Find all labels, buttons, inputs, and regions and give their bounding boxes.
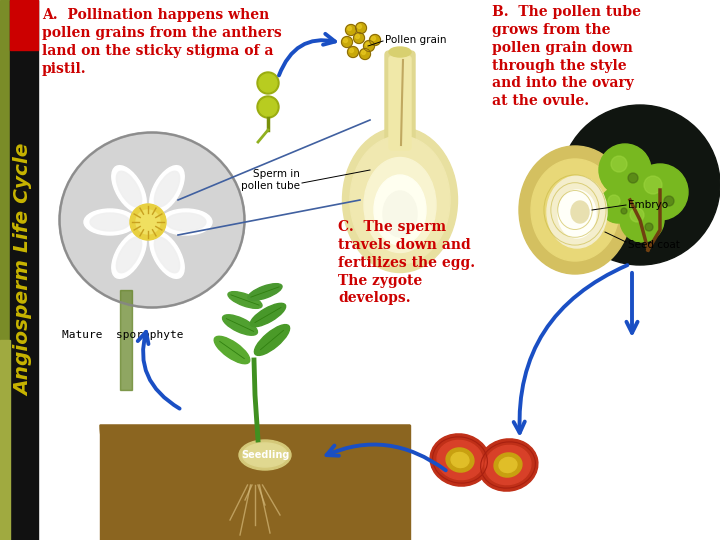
Circle shape <box>348 26 351 30</box>
Ellipse shape <box>117 237 142 273</box>
Ellipse shape <box>112 166 146 213</box>
Polygon shape <box>100 425 410 540</box>
Text: Mature  sporophyte: Mature sporophyte <box>62 330 184 340</box>
Ellipse shape <box>451 453 469 468</box>
Ellipse shape <box>531 159 619 261</box>
Text: B.  The pollen tube
grows from the
pollen grain down
through the style
and into : B. The pollen tube grows from the pollen… <box>492 5 641 108</box>
Ellipse shape <box>430 434 490 486</box>
Polygon shape <box>100 425 410 525</box>
Ellipse shape <box>150 166 184 213</box>
Circle shape <box>632 164 688 220</box>
Ellipse shape <box>166 213 206 231</box>
Circle shape <box>366 43 369 46</box>
Ellipse shape <box>243 443 287 467</box>
Circle shape <box>346 24 356 36</box>
Circle shape <box>356 35 359 38</box>
Circle shape <box>560 105 720 265</box>
Circle shape <box>136 210 160 234</box>
Circle shape <box>369 35 380 45</box>
Circle shape <box>361 51 366 55</box>
Text: Seedling: Seedling <box>240 450 289 460</box>
Circle shape <box>630 208 644 222</box>
Bar <box>0 340 10 540</box>
Ellipse shape <box>571 201 589 223</box>
Ellipse shape <box>248 284 282 300</box>
Ellipse shape <box>150 232 184 278</box>
Circle shape <box>611 156 627 172</box>
Ellipse shape <box>160 209 212 235</box>
Ellipse shape <box>558 190 596 238</box>
Circle shape <box>645 223 653 231</box>
Ellipse shape <box>257 72 279 94</box>
Ellipse shape <box>350 136 450 264</box>
Ellipse shape <box>389 47 411 57</box>
Circle shape <box>354 32 364 44</box>
Ellipse shape <box>154 237 180 273</box>
Ellipse shape <box>519 146 631 274</box>
Ellipse shape <box>499 457 517 472</box>
Text: Pollen grain: Pollen grain <box>385 35 446 45</box>
Ellipse shape <box>60 132 245 307</box>
Circle shape <box>599 144 651 196</box>
Circle shape <box>359 49 371 59</box>
Bar <box>0 0 15 540</box>
Circle shape <box>130 204 166 240</box>
Ellipse shape <box>343 127 457 273</box>
Circle shape <box>621 208 627 214</box>
Circle shape <box>364 40 374 51</box>
Circle shape <box>349 49 354 52</box>
Bar <box>10 0 38 540</box>
Ellipse shape <box>364 158 436 253</box>
FancyBboxPatch shape <box>389 56 411 150</box>
Bar <box>10 0 38 50</box>
Text: A.  Pollination happens when
pollen grains from the anthers
land on the sticky s: A. Pollination happens when pollen grain… <box>42 8 282 76</box>
Ellipse shape <box>259 98 277 116</box>
Ellipse shape <box>547 176 607 248</box>
Circle shape <box>372 37 376 40</box>
Circle shape <box>600 187 636 223</box>
Ellipse shape <box>154 171 180 207</box>
Circle shape <box>628 173 638 183</box>
Ellipse shape <box>374 175 426 245</box>
Circle shape <box>348 46 359 57</box>
Text: Embryo: Embryo <box>628 200 668 210</box>
Text: Angiosperm Life Cycle: Angiosperm Life Cycle <box>14 144 34 396</box>
Ellipse shape <box>485 446 531 484</box>
Ellipse shape <box>254 325 289 355</box>
Ellipse shape <box>494 453 522 477</box>
Circle shape <box>356 23 366 33</box>
Ellipse shape <box>228 292 262 308</box>
Circle shape <box>664 196 674 206</box>
Ellipse shape <box>383 191 417 237</box>
Bar <box>120 290 132 390</box>
Ellipse shape <box>214 336 250 364</box>
Ellipse shape <box>90 213 130 231</box>
Text: C.  The sperm
travels down and
fertilizes the egg.
The zygote
develops.: C. The sperm travels down and fertilizes… <box>338 220 475 306</box>
Ellipse shape <box>437 441 483 480</box>
Ellipse shape <box>478 439 538 491</box>
Ellipse shape <box>251 303 286 327</box>
Circle shape <box>343 38 348 43</box>
Ellipse shape <box>239 440 291 470</box>
Ellipse shape <box>117 171 142 207</box>
Circle shape <box>608 195 620 207</box>
Ellipse shape <box>112 232 146 278</box>
Circle shape <box>620 198 664 242</box>
Ellipse shape <box>222 315 258 335</box>
Ellipse shape <box>84 209 136 235</box>
Ellipse shape <box>259 74 277 92</box>
Ellipse shape <box>446 448 474 472</box>
Circle shape <box>644 176 662 194</box>
Ellipse shape <box>257 96 279 118</box>
FancyBboxPatch shape <box>385 51 415 154</box>
Circle shape <box>341 37 353 48</box>
Text: Seed coat: Seed coat <box>628 240 680 250</box>
Text: Sperm in
pollen tube: Sperm in pollen tube <box>241 169 300 191</box>
Circle shape <box>358 24 361 29</box>
